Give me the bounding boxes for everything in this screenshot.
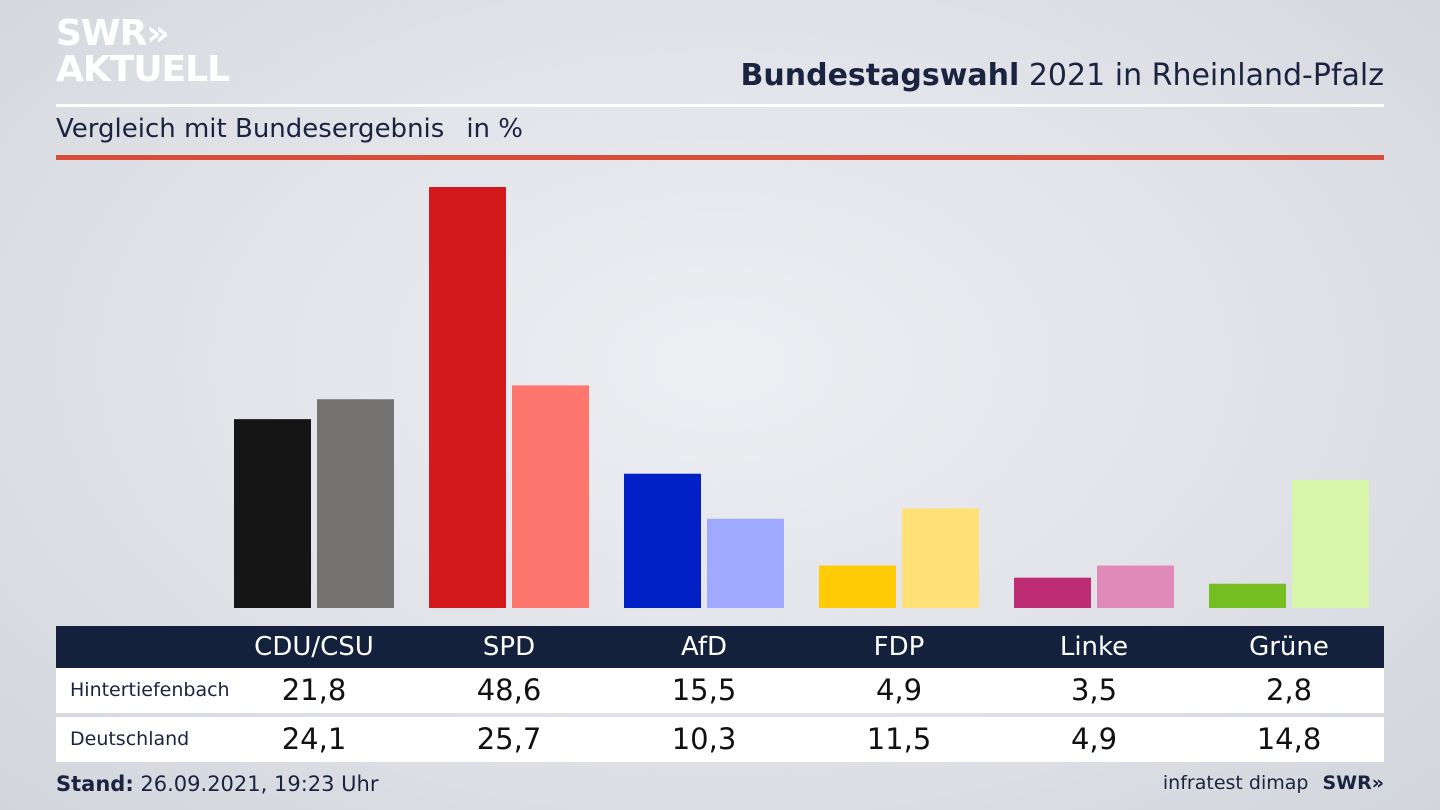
subtitle-divider (56, 155, 1384, 160)
value-linke-national: 4,9 (1070, 722, 1118, 756)
value-afd-national: 10,3 (671, 722, 737, 756)
column-header-spd: SPD (482, 632, 536, 662)
table-row-national: Deutschland 24,1 25,7 10,3 11,5 4,9 14,8 (56, 717, 1384, 762)
value-spd-local: 48,6 (476, 673, 542, 707)
bar-fdp-local (819, 565, 896, 608)
value-cdu-csu-national: 24,1 (281, 722, 347, 756)
table-row-local: Hintertiefenbach 21,8 48,6 15,5 4,9 3,5 2,8 (56, 668, 1384, 713)
bar-spd-national (512, 385, 589, 608)
bar-afd-national (707, 518, 784, 608)
column-header-gr-ne: Grüne (1249, 632, 1329, 662)
column-header-cdu-csu: CDU/CSU (254, 632, 374, 662)
header-divider (56, 104, 1384, 107)
source-credit: infratest dimap SWR» (1163, 772, 1384, 794)
bar-spd-local (429, 187, 506, 608)
value-linke-local: 3,5 (1070, 673, 1118, 707)
row-label-national: Deutschland (70, 728, 190, 750)
stand-value: 26.09.2021, 19:23 Uhr (133, 772, 379, 796)
swr-aktuell-logo: SWR» AKTUELL (56, 13, 230, 90)
row-label-local: Hintertiefenbach (70, 679, 230, 701)
bar-linke-national (1097, 565, 1174, 608)
bar-afd-local (624, 473, 701, 608)
value-gr-ne-national: 14,8 (1256, 722, 1322, 756)
bar-chart (234, 187, 1369, 608)
value-cdu-csu-local: 21,8 (281, 673, 347, 707)
page-title: Bundestagswahl 2021 in Rheinland-Pfalz (741, 58, 1384, 93)
bar-gr-ne-local (1209, 583, 1286, 608)
title-rest: 2021 in Rheinland-Pfalz (1019, 58, 1384, 93)
timestamp: Stand: 26.09.2021, 19:23 Uhr (56, 772, 379, 796)
swr-brand-icon: SWR» (1322, 772, 1384, 794)
column-header-fdp: FDP (873, 632, 925, 662)
results-table: CDU/CSU SPD AfD FDP Linke Grüne Hintertiefenb… (56, 626, 1384, 762)
title-bold: Bundestagswahl (740, 58, 1020, 93)
value-afd-local: 15,5 (671, 673, 737, 707)
table-header: CDU/CSU SPD AfD FDP Linke Grüne (56, 626, 1384, 668)
bar-cdu-csu-national (317, 399, 394, 608)
bar-gr-ne-national (1292, 479, 1369, 608)
bar-fdp-national (902, 508, 979, 608)
source-label: infratest dimap (1162, 772, 1309, 794)
bar-cdu-csu-local (234, 419, 311, 608)
chart-subtitle: Vergleich mit Bundesergebnis in % (56, 114, 523, 144)
unit-label: in % (466, 114, 523, 144)
logo-aktuell: AKTUELL (56, 49, 230, 90)
column-header-afd: AfD (680, 632, 728, 662)
value-fdp-national: 11,5 (866, 722, 932, 756)
stand-label: Stand: (56, 772, 134, 796)
bar-linke-local (1014, 577, 1091, 608)
value-fdp-local: 4,9 (875, 673, 923, 707)
column-header-linke: Linke (1059, 632, 1129, 662)
value-spd-national: 25,7 (476, 722, 542, 756)
subtitle-text: Vergleich mit Bundesergebnis (56, 114, 445, 144)
logo-swr: SWR (56, 13, 147, 54)
value-gr-ne-local: 2,8 (1265, 673, 1313, 707)
